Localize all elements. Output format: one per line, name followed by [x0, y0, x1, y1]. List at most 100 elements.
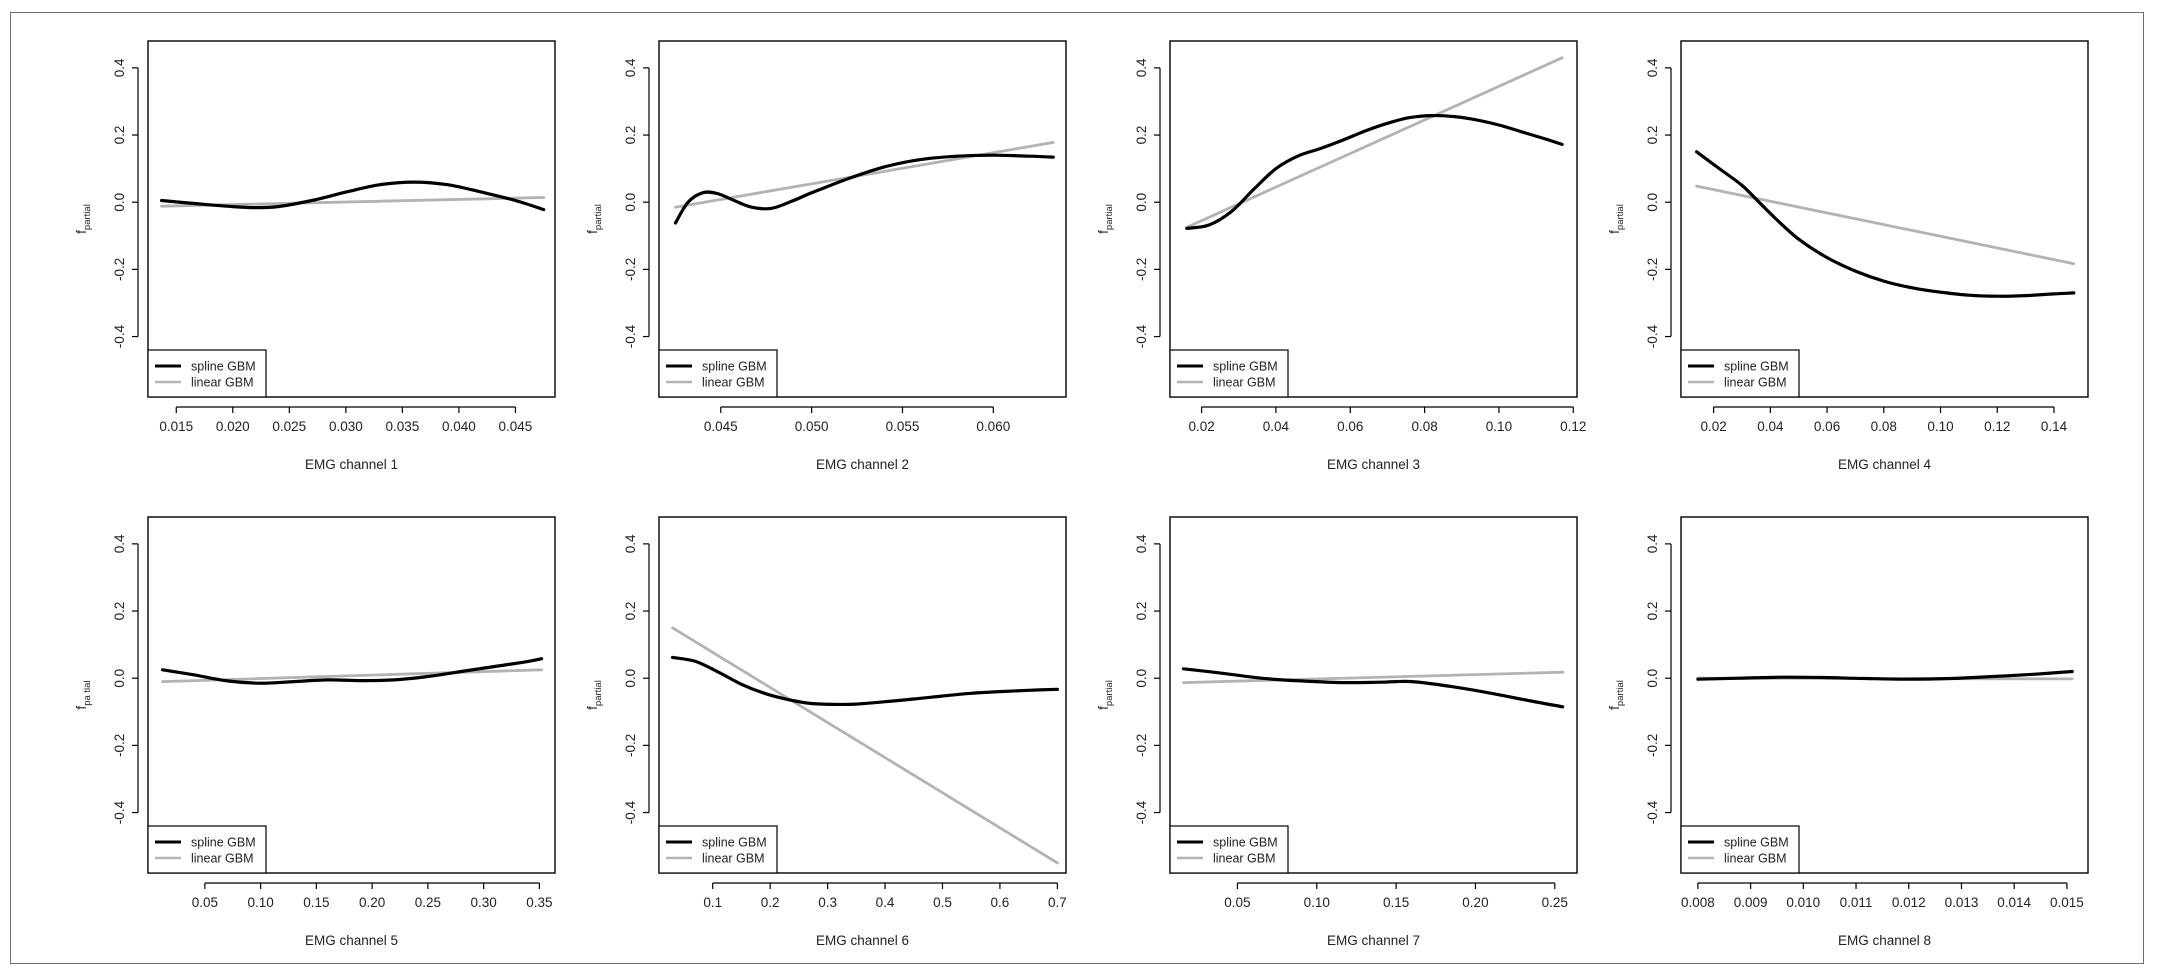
- y-tick-label: -0.4: [112, 800, 127, 824]
- y-tick-label: -0.4: [1134, 324, 1149, 348]
- y-tick-label: 0.0: [1645, 669, 1660, 688]
- spline-gbm-line: [1181, 667, 1565, 709]
- y-tick-label: 0.0: [1134, 669, 1149, 688]
- plot-box: [147, 40, 556, 398]
- x-axis-title: EMG channel 6: [816, 933, 909, 948]
- y-axis-title-main: f: [585, 706, 600, 710]
- legend-label-linear: linear GBM: [702, 852, 765, 866]
- y-tick-label: -0.2: [623, 258, 638, 281]
- y-tick-label: -0.2: [1645, 734, 1660, 757]
- y-tick-label: 0.4: [1645, 58, 1660, 77]
- y-axis-title-subscript: partial: [1615, 204, 1626, 230]
- legend: spline GBM linear GBM: [147, 825, 267, 874]
- x-tick-label: 0.020: [216, 419, 250, 434]
- y-axis-title-subscript: partial: [1104, 204, 1115, 230]
- legend-label-spline: spline GBM: [1213, 360, 1278, 374]
- legend-label-linear: linear GBM: [1213, 852, 1276, 866]
- legend: spline GBM linear GBM: [147, 349, 267, 398]
- x-tick-label: 0.045: [499, 419, 533, 434]
- x-tick-label: 0.15: [303, 895, 329, 910]
- y-tick-label: 0.4: [1134, 58, 1149, 77]
- y-axis-title: fpartial: [1096, 204, 1115, 234]
- y-tick-label: 0.2: [1645, 602, 1660, 621]
- y-axis-title-main: f: [74, 706, 89, 710]
- y-tick-label: 0.0: [112, 669, 127, 688]
- legend-box: [658, 349, 778, 398]
- legend: spline GBM linear GBM: [1169, 349, 1289, 398]
- legend-label-spline: spline GBM: [1724, 360, 1789, 374]
- x-axis-title: EMG channel 2: [816, 457, 909, 472]
- legend-label-spline: spline GBM: [191, 360, 256, 374]
- y-axis-title: fpartial: [74, 204, 93, 234]
- y-axis-title: fpartial: [1607, 680, 1626, 710]
- y-tick-label: 0.4: [623, 534, 638, 553]
- y-axis-title-subscript: partial: [1615, 680, 1626, 706]
- x-tick-label: 0.05: [192, 895, 218, 910]
- legend-label-spline: spline GBM: [702, 360, 767, 374]
- spline-gbm-line: [160, 180, 546, 212]
- y-axis-title: fpa tial: [74, 680, 93, 709]
- legend: spline GBM linear GBM: [1680, 825, 1800, 874]
- legend-box: [1169, 349, 1289, 398]
- x-tick-label: 0.12: [1560, 419, 1586, 434]
- x-tick-label: 0.6: [991, 895, 1010, 910]
- y-tick-label: 0.0: [1645, 193, 1660, 212]
- x-tick-label: 0.30: [470, 895, 496, 910]
- y-tick-label: -0.4: [112, 324, 127, 348]
- x-tick-label: 0.055: [886, 419, 920, 434]
- y-tick-label: -0.4: [1645, 800, 1660, 824]
- x-tick-label: 0.04: [1263, 419, 1290, 434]
- x-axis-title: EMG channel 1: [305, 457, 398, 472]
- legend-label-linear: linear GBM: [191, 852, 254, 866]
- legend: spline GBM linear GBM: [1169, 825, 1289, 874]
- y-tick-label: 0.2: [1645, 126, 1660, 145]
- y-axis-title-subscript: pa tial: [82, 680, 93, 705]
- y-tick-label: 0.0: [112, 193, 127, 212]
- y-tick-label: -0.2: [1134, 734, 1149, 757]
- legend: spline GBM linear GBM: [1680, 349, 1800, 398]
- y-tick-label: 0.0: [1134, 193, 1149, 212]
- y-tick-label: -0.4: [623, 324, 638, 348]
- y-axis-title: fpartial: [1096, 680, 1115, 710]
- spline-gbm-line: [673, 153, 1055, 225]
- x-tick-label: 0.014: [1997, 895, 2031, 910]
- legend-box: [1680, 825, 1800, 874]
- spline-gbm-line: [1696, 669, 2074, 681]
- x-tick-label: 0.10: [1304, 895, 1330, 910]
- plot-box: [658, 516, 1067, 874]
- x-tick-label: 0.2: [761, 895, 780, 910]
- x-tick-label: 0.015: [159, 419, 193, 434]
- y-tick-label: 0.2: [623, 602, 638, 621]
- y-axis-title-subscript: partial: [82, 204, 93, 230]
- x-tick-label: 0.25: [415, 895, 441, 910]
- legend-label-spline: spline GBM: [1724, 836, 1789, 850]
- x-tick-label: 0.20: [359, 895, 385, 910]
- x-tick-label: 0.7: [1048, 895, 1067, 910]
- x-tick-label: 0.25: [1542, 895, 1568, 910]
- panel-8: 0.008 0.009 0.010 0.011 0.012 0.013 0.014 0.015…: [1607, 516, 2089, 948]
- legend-box: [1680, 349, 1800, 398]
- y-tick-label: -0.2: [1645, 258, 1660, 281]
- legend-box: [147, 349, 267, 398]
- spline-gbm-line: [1695, 150, 2076, 298]
- x-tick-label: 0.008: [1681, 895, 1715, 910]
- y-tick-label: 0.0: [623, 669, 638, 688]
- x-tick-label: 0.045: [704, 419, 738, 434]
- x-tick-label: 0.030: [329, 419, 363, 434]
- panel-6: 0.1 0.2 0.3 0.4 0.5 0.6 0.7 -0.4 -0.2 0.0 0.2 0.4 EM…: [585, 516, 1067, 948]
- legend-box: [147, 825, 267, 874]
- x-tick-label: 0.02: [1188, 419, 1214, 434]
- figure-frame: [10, 12, 2144, 964]
- y-axis-title-main: f: [1607, 706, 1622, 710]
- y-axis-title-main: f: [585, 230, 600, 234]
- panel-5: 0.05 0.10 0.15 0.20 0.25 0.30 0.35 -0.4 -0.2 0.0 0…: [74, 516, 556, 948]
- plot-box: [658, 40, 1067, 398]
- x-tick-label: 0.015: [2050, 895, 2084, 910]
- linear-gbm-line: [671, 626, 1059, 865]
- y-tick-label: -0.2: [1134, 258, 1149, 281]
- legend-label-spline: spline GBM: [1213, 836, 1278, 850]
- y-axis-title: fpartial: [585, 680, 604, 710]
- x-axis-title: EMG channel 7: [1327, 933, 1420, 948]
- x-tick-label: 0.009: [1734, 895, 1768, 910]
